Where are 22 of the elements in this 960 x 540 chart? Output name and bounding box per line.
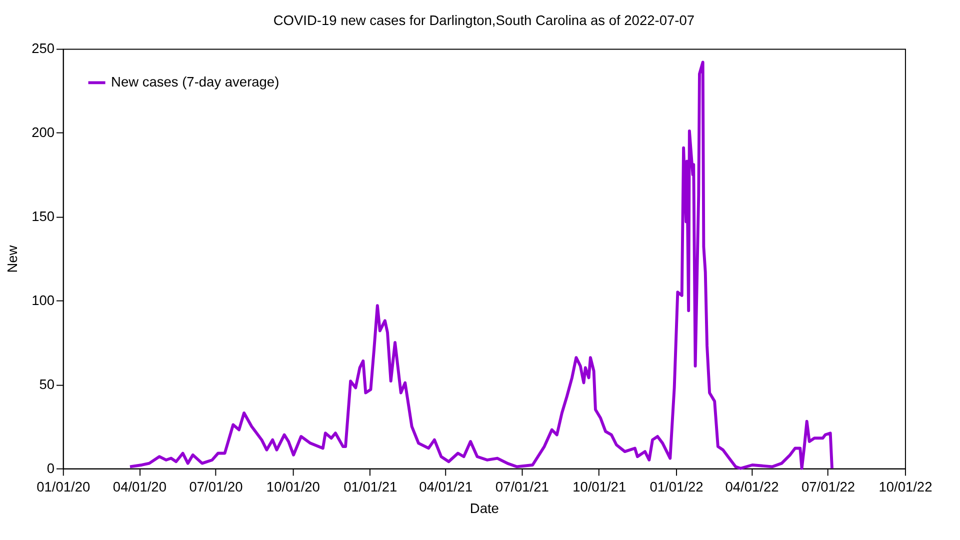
y-tick-label: 250 [32, 41, 55, 56]
x-axis-title: Date [470, 501, 500, 516]
x-tick-label: 10/01/21 [572, 479, 626, 494]
x-tick-label: 04/01/21 [419, 479, 473, 494]
y-axis-title: New [4, 245, 20, 273]
x-tick-label: 04/01/20 [112, 479, 167, 494]
y-tick-label: 50 [39, 376, 55, 392]
y-tick-label: 200 [32, 125, 55, 140]
x-tick-label: 07/01/22 [802, 479, 856, 494]
x-tick-label: 10/01/20 [266, 479, 320, 494]
x-tick-label: 07/01/20 [189, 479, 244, 494]
x-tick-label: 10/01/22 [878, 479, 932, 494]
y-tick-label: 100 [32, 292, 55, 308]
x-tick-label: 07/01/21 [495, 479, 549, 494]
x-tick-label: 01/01/21 [344, 479, 398, 494]
chart-title: COVID-19 new cases for Darlington,South Carolina as of 2022-07-07 [273, 13, 694, 28]
y-tick-label: 0 [46, 460, 55, 476]
y-tick-label: 150 [32, 209, 55, 224]
x-tick-label: 04/01/22 [725, 479, 779, 494]
x-tick-label: 01/01/20 [36, 479, 90, 494]
legend-label: New cases (7-day average) [111, 74, 280, 90]
x-tick-label: 01/01/22 [650, 479, 704, 494]
